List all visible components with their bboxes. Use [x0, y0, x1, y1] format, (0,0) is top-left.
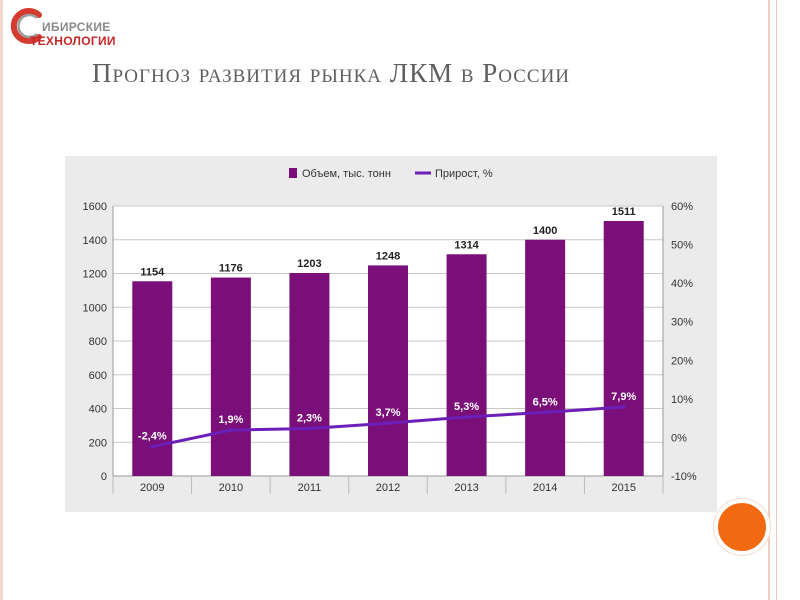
y-right-tick-label: 50%: [671, 240, 693, 252]
growth-value-label: -2,4%: [138, 431, 167, 443]
bar-value-label: 1314: [454, 239, 479, 251]
growth-point: [386, 421, 390, 426]
growth-value-label: 7,9%: [611, 391, 636, 403]
company-logo: ИБИРСКИЕ ТЕХНОЛОГИИ: [8, 6, 148, 48]
decorative-orange-circle: [714, 499, 770, 555]
growth-point: [621, 404, 626, 409]
slide-right-border-line: [768, 0, 770, 600]
bar: [525, 239, 566, 476]
y-left-tick-label: 800: [89, 336, 107, 348]
bar-value-label: 1248: [376, 250, 400, 262]
bar: [368, 265, 408, 476]
bar-value-label: 1400: [533, 225, 557, 237]
x-tick-label: 2013: [454, 482, 478, 494]
legend-label-bar: Объем, тыс. тонн: [302, 168, 391, 180]
slide-title: Прогноз развития рынка ЛКМ в России: [92, 58, 571, 88]
growth-value-label: 5,3%: [454, 401, 479, 413]
legend-swatch-bar: [289, 168, 297, 178]
slide-right-border-line-thin: [776, 0, 777, 600]
y-left-tick-label: 400: [89, 404, 107, 416]
x-tick-label: 2011: [298, 482, 322, 494]
x-tick-label: 2015: [611, 482, 635, 494]
growth-point: [228, 428, 233, 433]
growth-point: [307, 426, 312, 431]
y-left-tick-label: 1200: [83, 269, 107, 281]
bar: [446, 254, 487, 476]
logo-text-line1: ИБИРСКИЕ: [42, 20, 111, 34]
y-right-tick-label: 0%: [671, 432, 687, 444]
bar-value-label: 1511: [612, 206, 636, 218]
chart-canvas: 0 200 400 600 800 1000 1200 1400 1600 -10% 0% 10% 20…: [83, 168, 697, 494]
logo-text-line2: ТЕХНОЛОГИИ: [30, 34, 116, 48]
chart-container: 0 200 400 600 800 1000 1200 1400 1600 -10% 0% 10% 20…: [65, 156, 717, 512]
logo-mark-icon: [10, 8, 42, 44]
y-left-tick-label: 1600: [83, 201, 107, 213]
y-left-tick-label: 600: [89, 370, 107, 382]
growth-point: [464, 414, 469, 419]
x-tick-label: 2010: [219, 482, 243, 494]
y-right-tick-label: 10%: [671, 394, 693, 406]
y-left-tick-label: 1000: [83, 302, 107, 314]
y-left-tick-label: 200: [89, 437, 107, 449]
y-left-tick-label: 0: [101, 471, 107, 483]
x-tick-label: 2012: [376, 482, 400, 494]
bar: [603, 221, 644, 476]
growth-value-label: 2,3%: [297, 413, 322, 425]
bar-value-label: 1154: [140, 266, 165, 278]
y-left-tick-label: 1400: [83, 235, 107, 247]
x-tick-label: 2014: [533, 482, 557, 494]
legend-label-line: Прирост, %: [435, 168, 493, 180]
bar: [289, 272, 330, 476]
growth-value-label: 3,7%: [375, 407, 400, 419]
y-right-tick-label: -10%: [671, 471, 697, 483]
slide-left-border: [0, 0, 3, 600]
bar-value-label: 1176: [219, 263, 243, 275]
y-right-tick-label: 60%: [671, 201, 693, 213]
bar: [210, 277, 251, 476]
y-right-tick-label: 30%: [671, 317, 693, 329]
growth-value-label: 1,9%: [218, 414, 243, 426]
x-tick-label: 2009: [140, 482, 164, 494]
y-right-tick-label: 40%: [671, 278, 693, 290]
y-right-tick-label: 20%: [671, 355, 693, 367]
growth-value-label: 6,5%: [533, 396, 558, 408]
bar-value-label: 1203: [297, 258, 321, 270]
growth-point: [150, 444, 155, 449]
slide-right-border: [762, 0, 800, 600]
growth-point: [543, 410, 548, 415]
